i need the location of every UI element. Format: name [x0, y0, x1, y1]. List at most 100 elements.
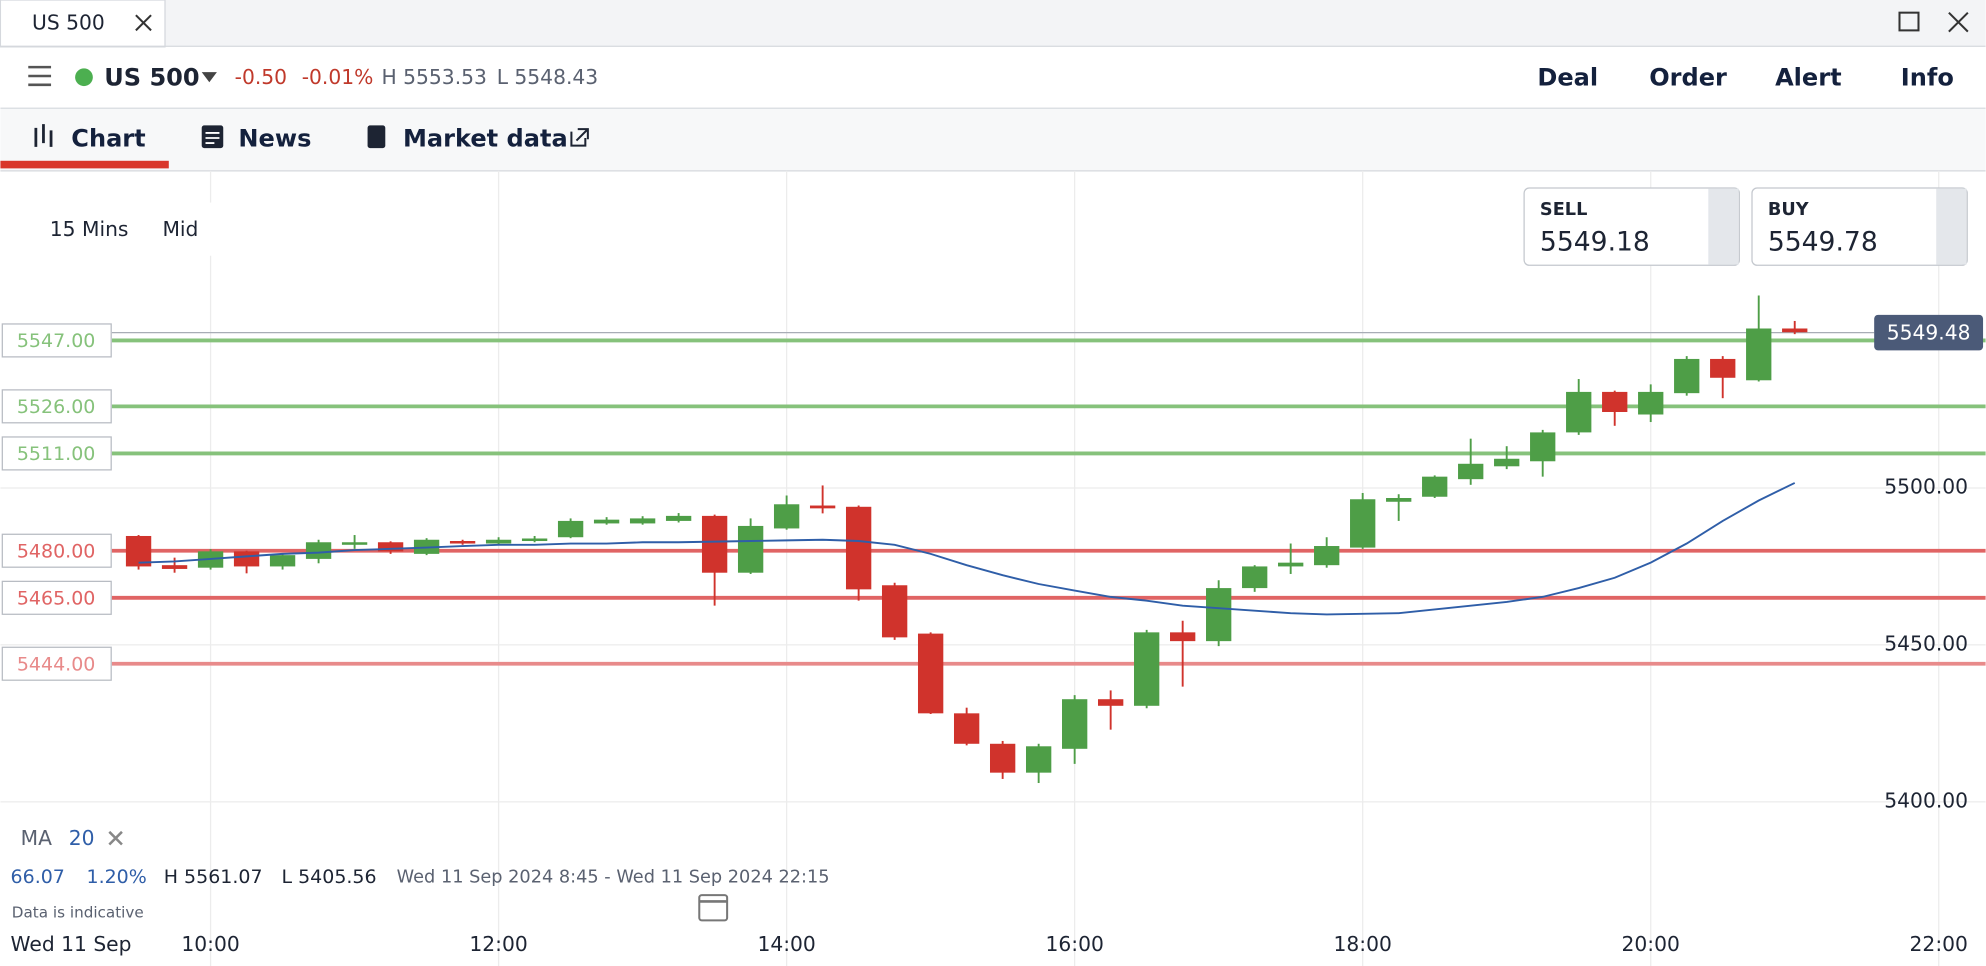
- candle-body: [1098, 699, 1124, 706]
- candle-body: [449, 541, 476, 544]
- ma-period: 20: [69, 826, 95, 850]
- candle-body: [1242, 566, 1268, 589]
- change-pct: -0.01%: [302, 65, 374, 89]
- external-link-icon: [570, 128, 589, 147]
- news-tab[interactable]: News: [238, 124, 311, 152]
- x-tick-label: 18:00: [1334, 932, 1392, 956]
- instrument-name[interactable]: US 500: [104, 63, 199, 91]
- tab-title: US 500: [32, 11, 105, 35]
- candle-body: [1386, 497, 1412, 502]
- candle-body: [737, 525, 764, 573]
- price-type[interactable]: Mid: [162, 217, 198, 241]
- candle-body: [1494, 458, 1520, 467]
- candle-body: [1170, 632, 1196, 642]
- info-button[interactable]: Info: [1901, 63, 1954, 91]
- candle-body: [1134, 632, 1160, 706]
- x-tick-label: 10:00: [181, 932, 239, 956]
- maximize-button[interactable]: [1898, 11, 1920, 32]
- candle-body: [665, 515, 692, 521]
- news-icon: [201, 125, 224, 149]
- candle-body: [305, 542, 332, 559]
- candle-body: [629, 518, 656, 524]
- candle-body: [953, 713, 980, 744]
- level-label: 5526.00: [17, 396, 96, 418]
- level-label: 5511.00: [17, 443, 96, 465]
- active-tab-indicator: [0, 160, 169, 169]
- tabs-bar: [0, 108, 1986, 171]
- candle-body: [233, 551, 260, 567]
- market-status: [75, 68, 93, 87]
- candle-body: [557, 520, 584, 538]
- market-data-tab[interactable]: Market data: [403, 124, 568, 152]
- moving-average: [138, 482, 1796, 616]
- dropdown-arrow[interactable]: [201, 72, 217, 83]
- candle-body: [1602, 391, 1628, 412]
- level-label: 5465.00: [17, 588, 96, 610]
- candle-body: [1350, 499, 1376, 548]
- level-label: 5444.00: [17, 654, 96, 676]
- candle-body: [1206, 588, 1232, 642]
- buy-box-side: [1936, 188, 1967, 265]
- candle-body: [989, 743, 1016, 773]
- chart-tab[interactable]: Chart: [71, 124, 145, 152]
- candle-body: [1278, 562, 1304, 567]
- candle-body: [1025, 746, 1052, 773]
- sell-box[interactable]: [1523, 187, 1740, 266]
- range-change-pct: 1.20%: [87, 866, 147, 888]
- sell-label: SELL: [1540, 200, 1587, 220]
- calendar-icon[interactable]: [698, 894, 729, 922]
- menu-icon[interactable]: [28, 65, 52, 87]
- date-range: Wed 11 Sep 2024 8:45 - Wed 11 Sep 2024 2…: [397, 867, 830, 887]
- buy-box[interactable]: [1751, 187, 1968, 266]
- candle-body: [125, 535, 152, 567]
- x-tick-label: 16:00: [1045, 932, 1103, 956]
- current-price-label: 5549.48: [1887, 320, 1971, 344]
- market-data-icon: [367, 125, 386, 149]
- candle-body: [917, 633, 944, 714]
- change: -0.50: [235, 65, 287, 89]
- level-label-box: [1, 533, 112, 568]
- sell-box-side: [1708, 188, 1739, 265]
- ma-name: MA: [21, 826, 52, 850]
- candle-body: [377, 542, 404, 552]
- range-high: H 5561.07: [164, 866, 263, 888]
- settings-panel: [25, 202, 216, 256]
- candle-body: [1422, 476, 1448, 497]
- ma-remove[interactable]: [108, 830, 123, 846]
- candle-body: [269, 555, 296, 567]
- deal-button[interactable]: Deal: [1537, 63, 1598, 91]
- sell-price: 5549.18: [1540, 227, 1650, 258]
- buy-label: BUY: [1768, 200, 1809, 220]
- alert-button[interactable]: Alert: [1775, 63, 1842, 91]
- candle-body: [881, 585, 908, 638]
- chart: 5400.00 5450.00 5500.00 10:00 12:00 14:00 16:0…: [0, 170, 1986, 966]
- order-button[interactable]: Order: [1649, 63, 1727, 91]
- chart-icon: [34, 124, 53, 147]
- news-icon-lines: [205, 132, 220, 144]
- candle-body: [1782, 328, 1808, 333]
- level-label-box: [1, 323, 112, 358]
- level-label-box: [1, 580, 112, 615]
- tab[interactable]: [0, 0, 166, 48]
- candle-body: [161, 565, 188, 569]
- candle-body: [773, 504, 800, 529]
- close-button[interactable]: [1948, 11, 1969, 33]
- range-change: 66.07: [11, 866, 65, 888]
- interval[interactable]: 15 Mins: [50, 217, 129, 241]
- day-low: L 5548.43: [497, 65, 598, 89]
- tab-close[interactable]: [135, 14, 152, 32]
- candle-body: [1710, 358, 1736, 378]
- candle-body: [1062, 699, 1088, 749]
- candle-body: [1314, 546, 1340, 566]
- candle-body: [1566, 391, 1592, 433]
- candle-body: [809, 505, 836, 509]
- candle-body: [1530, 432, 1556, 462]
- x-tick-label: 12:00: [469, 932, 527, 956]
- x-tick-label: 20:00: [1622, 932, 1680, 956]
- disclaimer: Data is indicative: [12, 903, 144, 921]
- level-label-box: [1, 436, 112, 471]
- y-tick-label: 5500.00: [1884, 474, 1968, 498]
- candle-body: [845, 506, 872, 590]
- candle-body: [1638, 391, 1664, 415]
- candle-body: [1674, 358, 1700, 394]
